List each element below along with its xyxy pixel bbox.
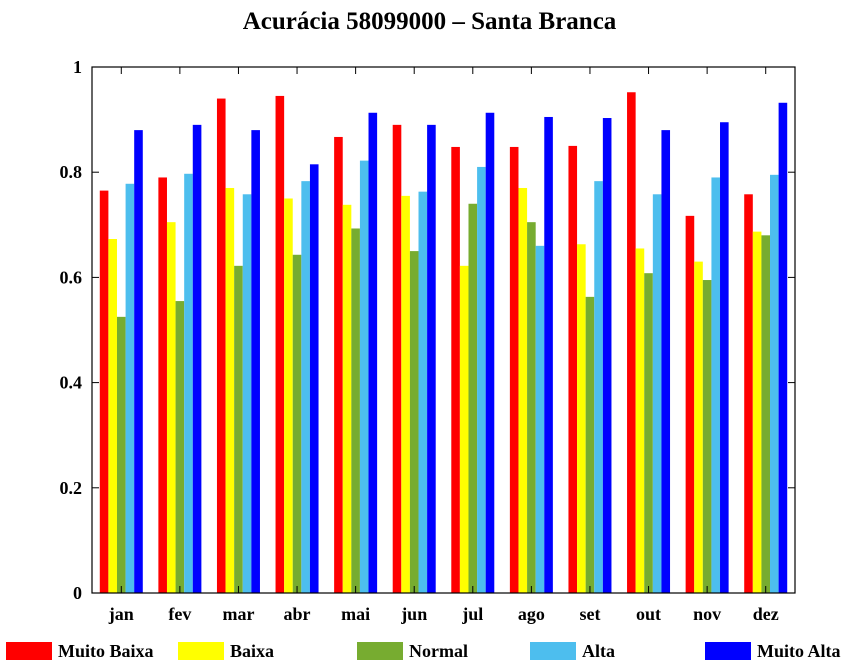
- bar-abr-baixa: [284, 198, 293, 593]
- x-tick-label-jun: jun: [400, 604, 427, 624]
- bar-jun-muito-alta: [427, 124, 436, 594]
- bar-mar-alta: [242, 194, 252, 594]
- bar-jul-normal: [468, 203, 478, 593]
- bar-fev-muito-alta: [192, 124, 202, 594]
- bar-ago-muito-alta: [544, 116, 553, 593]
- legend-item-alta: Alta: [530, 636, 615, 666]
- bar-jul-muito-alta: [485, 112, 495, 593]
- x-tick-label-jul: jul: [461, 604, 483, 624]
- bar-fev-normal: [175, 301, 185, 593]
- bar-jun-alta: [418, 191, 428, 593]
- legend-label: Alta: [582, 640, 615, 661]
- bar-mar-muito-baixa: [216, 98, 226, 593]
- bar-mai-muito-alta: [368, 112, 378, 593]
- bar-set-alta: [594, 181, 603, 593]
- y-tick-label: 0.2: [60, 478, 83, 498]
- bar-dez-muito-alta: [778, 102, 788, 594]
- bar-ago-baixa: [518, 187, 528, 594]
- x-tick-label-mar: mar: [222, 604, 254, 624]
- bar-mar-muito-alta: [251, 130, 260, 593]
- bar-jan-alta: [125, 183, 135, 593]
- bar-out-alta: [652, 194, 662, 594]
- bar-set-muito-alta: [602, 118, 612, 594]
- bar-abr-muito-baixa: [275, 95, 285, 594]
- legend-item-normal: Normal: [357, 636, 468, 666]
- bar-fev-muito-baixa: [158, 177, 167, 593]
- bar-dez-baixa: [752, 231, 762, 593]
- legend-swatch: [357, 642, 403, 660]
- legend-swatch: [530, 642, 576, 660]
- bar-ago-normal: [527, 222, 536, 594]
- bar-set-normal: [585, 296, 595, 593]
- legend-swatch: [705, 642, 751, 660]
- legend-item-baixa: Baixa: [178, 636, 274, 666]
- bar-mai-alta: [359, 160, 369, 593]
- bar-mai-baixa: [342, 204, 352, 593]
- bar-out-baixa: [635, 248, 645, 593]
- x-tick-label-set: set: [579, 604, 600, 624]
- bar-mai-normal: [351, 228, 360, 594]
- bar-set-baixa: [577, 244, 586, 593]
- bar-mar-normal: [234, 265, 243, 593]
- bar-ago-muito-baixa: [509, 146, 519, 593]
- bar-abr-muito-alta: [309, 164, 319, 593]
- x-tick-label-ago: ago: [518, 604, 545, 624]
- bar-dez-normal: [761, 235, 771, 593]
- legend-item-muito-alta: Muito Alta: [705, 636, 841, 666]
- legend-label: Normal: [409, 640, 468, 661]
- bar-out-muito-baixa: [627, 92, 636, 593]
- bar-jul-baixa: [459, 265, 469, 593]
- bar-out-normal: [644, 273, 653, 593]
- bar-dez-muito-baixa: [744, 194, 753, 594]
- bar-nov-muito-baixa: [685, 215, 695, 594]
- bar-jun-normal: [409, 251, 419, 593]
- x-tick-label-dez: dez: [753, 604, 779, 624]
- bar-jul-muito-baixa: [451, 146, 460, 593]
- y-tick-label: 0.4: [60, 373, 83, 393]
- bar-set-muito-baixa: [568, 145, 578, 593]
- y-tick-label: 0: [73, 583, 82, 603]
- y-tick-label: 0.8: [60, 162, 83, 182]
- bar-nov-alta: [711, 177, 721, 593]
- y-tick-label: 1: [73, 57, 82, 77]
- bar-dez-alta: [770, 174, 779, 593]
- bar-jun-baixa: [401, 195, 410, 593]
- bar-abr-normal: [292, 254, 302, 593]
- legend-label: Muito Alta: [757, 640, 841, 661]
- bar-mai-muito-baixa: [334, 136, 343, 593]
- legend-swatch: [6, 642, 52, 660]
- bar-jun-muito-baixa: [392, 124, 402, 594]
- x-tick-label-mai: mai: [341, 604, 370, 624]
- bar-jan-baixa: [108, 239, 117, 593]
- plot-frame: [91, 66, 796, 594]
- bar-jul-alta: [477, 166, 486, 593]
- chart-title: Acurácia 58099000 – Santa Branca: [242, 8, 617, 35]
- bar-ago-alta: [535, 245, 545, 593]
- bar-mar-baixa: [225, 187, 235, 594]
- x-tick-label-abr: abr: [284, 604, 311, 624]
- bar-out-muito-alta: [661, 130, 671, 593]
- bar-nov-normal: [702, 280, 712, 593]
- bar-jan-normal: [116, 316, 126, 593]
- bar-nov-muito-alta: [720, 122, 729, 593]
- x-tick-label-jan: jan: [108, 604, 134, 624]
- bar-fev-baixa: [166, 222, 176, 594]
- bar-jan-muito-alta: [134, 130, 143, 593]
- legend-item-muito-baixa: Muito Baixa: [6, 636, 154, 666]
- legend-label: Muito Baixa: [58, 640, 154, 661]
- legend-label: Baixa: [230, 640, 275, 661]
- x-tick-label-fev: fev: [168, 604, 191, 624]
- bar-nov-baixa: [694, 261, 703, 593]
- bar-jan-muito-baixa: [99, 190, 109, 594]
- bar-abr-alta: [301, 181, 310, 593]
- bar-fev-alta: [184, 173, 193, 593]
- legend-swatch: [178, 642, 224, 660]
- legend: Muito Baixa Baixa Normal Alta Muito Alta: [0, 636, 859, 666]
- x-tick-label-out: out: [636, 604, 661, 624]
- y-tick-label: 0.6: [60, 267, 83, 287]
- x-tick-label-nov: nov: [693, 604, 721, 624]
